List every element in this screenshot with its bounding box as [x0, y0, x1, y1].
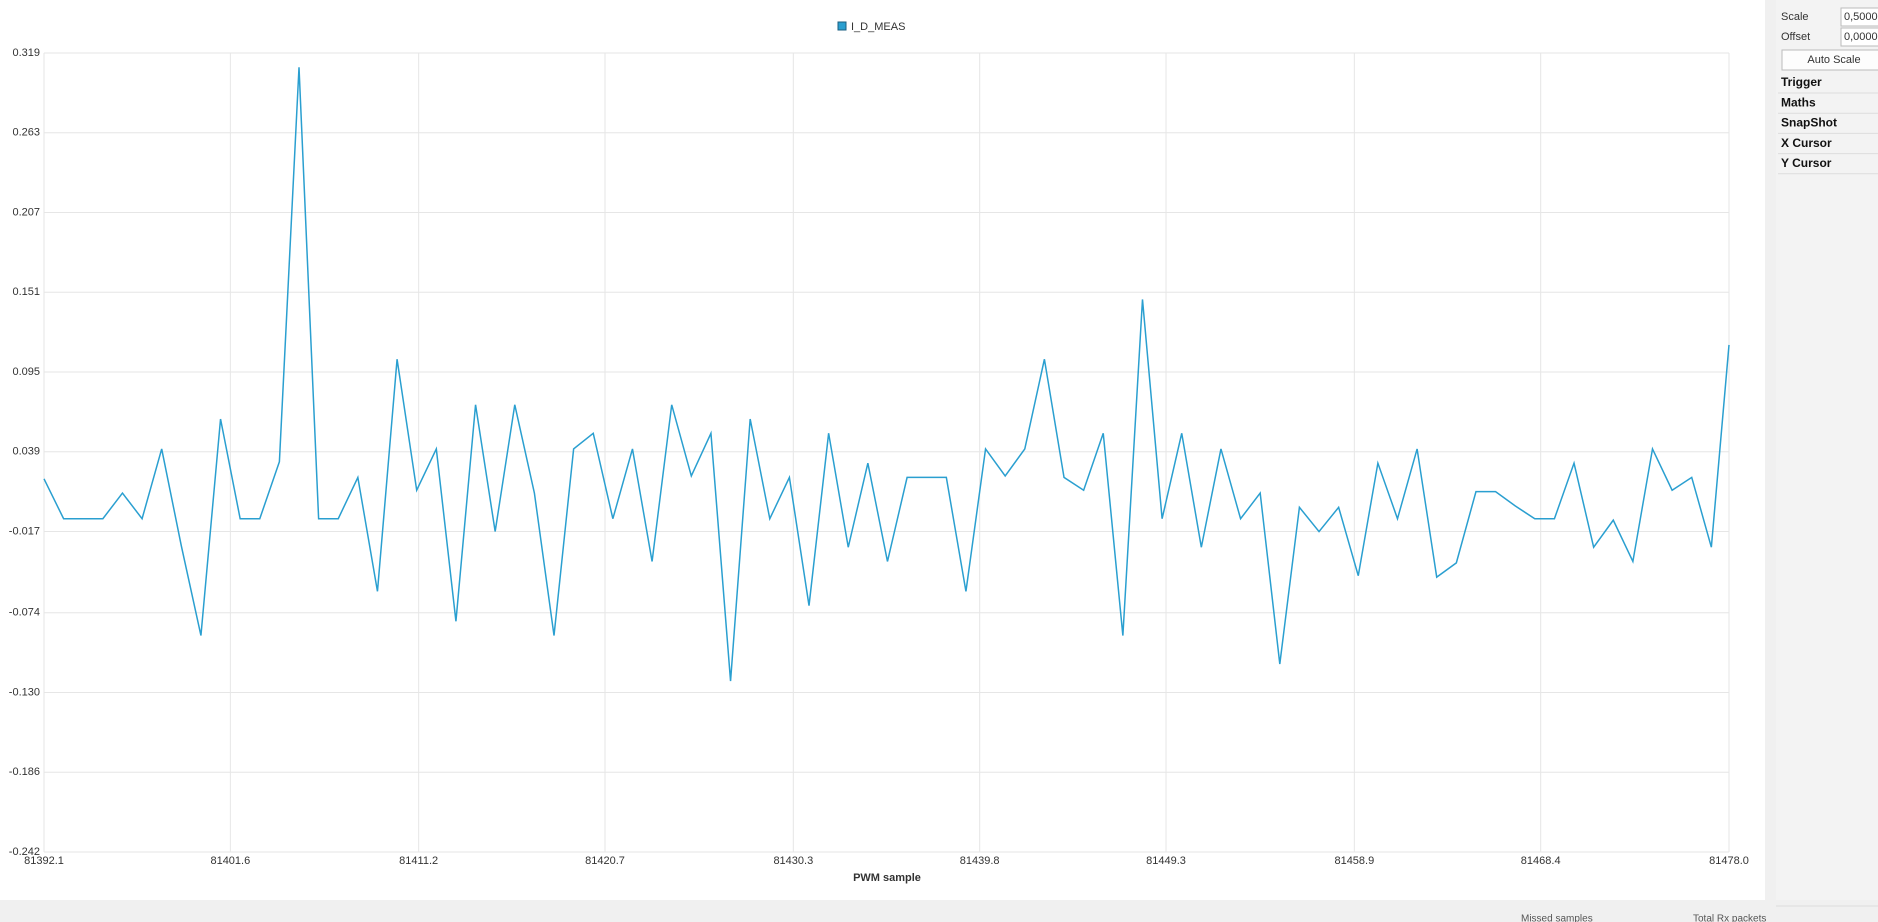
section-header[interactable]: Y Cursor	[1781, 156, 1832, 170]
x-tick-label: 81392.1	[24, 855, 64, 867]
scale-label: Scale	[1781, 11, 1809, 23]
x-tick-label: 81420.7	[585, 855, 625, 867]
y-tick-label: 0.207	[12, 206, 40, 218]
legend-swatch	[837, 21, 847, 31]
x-axis-label: PWM sample	[853, 872, 921, 884]
x-tick-label: 81411.2	[399, 855, 438, 867]
auto-scale-label: Auto Scale	[1807, 54, 1860, 66]
plot-panel	[0, 0, 1765, 900]
section-header[interactable]: Trigger	[1781, 75, 1822, 89]
sections: Trigger Maths SnapShot X Cursor Y Cursor	[1778, 75, 1878, 175]
y-tick-label: -0.242	[9, 846, 40, 858]
scale-input[interactable]	[1840, 7, 1878, 27]
side-panel	[1776, 0, 1878, 900]
legend-label: I_D_MEAS	[851, 21, 905, 33]
plot: 0.319 0.263 0.207 0.151 0.095 0.039 -0.017 -0.0…	[9, 47, 1749, 867]
x-tick-label: 81478.0	[1709, 855, 1749, 867]
x-tick-label: 81449.3	[1146, 855, 1186, 867]
x-tick-label: 81468.4	[1521, 855, 1561, 867]
x-tick-label: 81430.3	[773, 855, 813, 867]
y-tick-label: -0.186	[9, 766, 40, 778]
y-tick-label: 0.039	[12, 446, 40, 458]
y-tick-label: -0.074	[9, 607, 40, 619]
y-tick-label: 0.151	[12, 286, 40, 298]
y-tick-label: 0.263	[12, 127, 40, 139]
data-line	[43, 67, 1730, 682]
auto-scale-button[interactable]	[1781, 49, 1878, 71]
section-header[interactable]: X Cursor	[1781, 136, 1832, 150]
x-tick-label: 81401.6	[210, 855, 250, 867]
section-header[interactable]: SnapShot	[1781, 116, 1837, 130]
section-header[interactable]: Maths	[1781, 95, 1816, 109]
offset-label: Offset	[1781, 31, 1810, 43]
y-tick-label: 0.095	[12, 366, 40, 378]
offset-input[interactable]	[1840, 27, 1878, 47]
y-tick-label: -0.017	[9, 525, 40, 537]
x-tick-label: 81439.8	[960, 855, 1000, 867]
x-tick-label: 81458.9	[1334, 855, 1374, 867]
missed-samples: Missed samples	[1521, 914, 1593, 922]
offset-value: 0,0000	[1844, 31, 1878, 43]
y-tick-label: 0.319	[12, 47, 40, 59]
y-tick-label: -0.130	[9, 686, 40, 698]
scale-value: 0,5000	[1844, 11, 1878, 23]
total-rx: Total Rx packets	[1693, 914, 1766, 922]
